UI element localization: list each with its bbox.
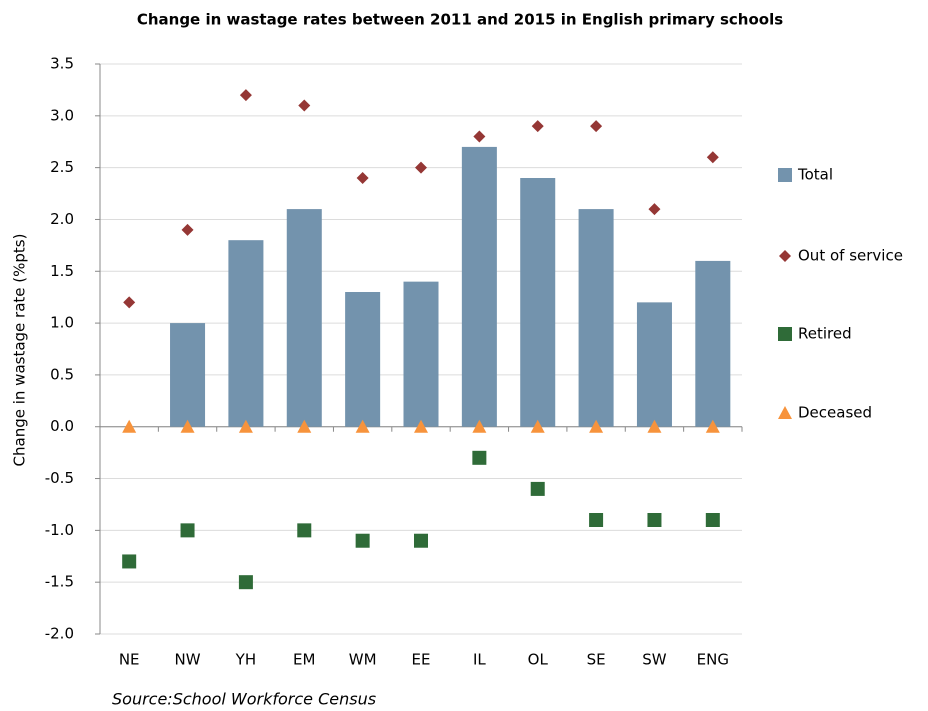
y-tick-label: -1.0 — [45, 521, 74, 539]
legend-label: Total — [797, 166, 833, 184]
x-tick-label: SW — [642, 651, 667, 669]
legend-swatch — [778, 168, 792, 182]
bar — [403, 281, 439, 427]
marker — [705, 513, 720, 527]
bar — [286, 209, 322, 427]
legend-label: Out of service — [798, 247, 903, 265]
y-tick-label: -0.5 — [45, 469, 74, 487]
marker — [531, 120, 544, 133]
marker — [648, 203, 661, 216]
marker — [530, 481, 545, 496]
marker — [238, 575, 253, 590]
marker — [706, 151, 719, 164]
x-tick-label: NW — [175, 651, 201, 669]
bar — [578, 209, 614, 427]
x-tick-label: OL — [528, 651, 549, 669]
marker — [647, 513, 662, 527]
y-tick-label: 0.5 — [50, 365, 74, 383]
x-tick-label: EE — [412, 651, 431, 669]
marker — [355, 419, 370, 433]
marker — [472, 450, 487, 465]
y-tick-label: 1.0 — [50, 314, 74, 332]
marker — [473, 130, 486, 143]
source-note: Source:School Workforce Census — [112, 690, 376, 709]
y-tick-label: 2.0 — [50, 210, 74, 228]
x-tick-label: SE — [587, 651, 606, 669]
bar — [228, 240, 264, 427]
legend-swatch — [778, 406, 792, 419]
marker — [355, 533, 370, 548]
marker — [239, 89, 252, 102]
marker — [647, 419, 662, 433]
marker — [530, 419, 545, 433]
marker — [298, 99, 311, 112]
marker — [415, 161, 427, 174]
y-axis-label: Change in wastage rate (%pts) — [11, 234, 29, 467]
legend-swatch — [779, 250, 791, 262]
marker — [297, 419, 312, 433]
bar — [520, 178, 556, 427]
legend-label: Deceased — [798, 404, 872, 422]
bar — [636, 302, 672, 427]
x-tick-label: IL — [473, 651, 486, 669]
y-tick-label: 3.0 — [50, 106, 74, 124]
y-tick-label: 1.5 — [50, 262, 74, 280]
marker — [589, 513, 604, 527]
marker — [589, 419, 604, 433]
marker — [356, 172, 369, 184]
y-tick-label: 2.5 — [50, 158, 74, 176]
bar — [695, 260, 731, 427]
x-tick-label: EM — [293, 651, 315, 669]
marker — [180, 523, 195, 538]
legend-swatch — [778, 327, 792, 341]
marker — [414, 533, 428, 548]
marker — [122, 554, 137, 569]
y-tick-label: 0.0 — [50, 417, 74, 435]
marker — [472, 419, 487, 433]
x-tick-label: WM — [349, 651, 377, 669]
y-tick-label: 3.5 — [50, 55, 74, 73]
marker — [590, 120, 603, 133]
marker — [122, 419, 137, 433]
bar — [170, 323, 206, 427]
bar — [461, 146, 497, 427]
marker — [297, 523, 312, 538]
marker — [123, 296, 136, 309]
x-tick-label: YH — [235, 651, 256, 669]
marker — [414, 419, 428, 433]
marker — [180, 419, 195, 433]
bar — [345, 292, 381, 427]
y-tick-label: -2.0 — [45, 625, 74, 643]
marker — [238, 419, 253, 433]
legend-label: Retired — [798, 325, 852, 343]
x-tick-label: ENG — [697, 651, 729, 669]
y-tick-label: -1.5 — [45, 573, 74, 591]
marker — [705, 419, 720, 433]
chart-title: Change in wastage rates between 2011 and… — [137, 11, 783, 29]
marker — [181, 223, 194, 236]
x-tick-label: NE — [119, 651, 140, 669]
